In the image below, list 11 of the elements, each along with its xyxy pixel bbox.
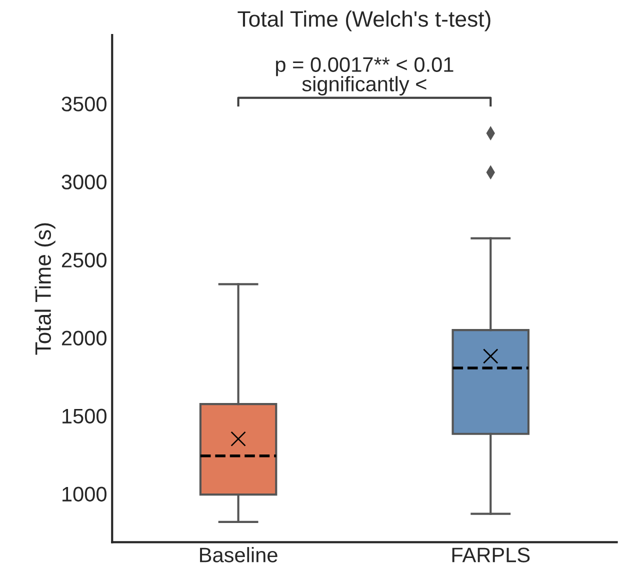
y-axis-title: Total Time (s) — [34, 223, 56, 355]
y-tick-label: 3000 — [62, 174, 106, 190]
x-tick-label: FARPLS — [452, 548, 530, 562]
y-tick-label: 3500 — [62, 96, 106, 112]
chart-title: Total Time (Welch's t-test) — [238, 10, 490, 32]
y-tick-label: 1500 — [62, 408, 106, 424]
x-tick-label: Baseline — [200, 547, 278, 562]
y-tick-label: 1000 — [62, 486, 106, 502]
y-tick-label: 2500 — [62, 252, 106, 268]
annotation: p = 0.0017** < 0.01 significantly < — [276, 57, 454, 96]
y-tick-label: 2000 — [62, 330, 106, 346]
